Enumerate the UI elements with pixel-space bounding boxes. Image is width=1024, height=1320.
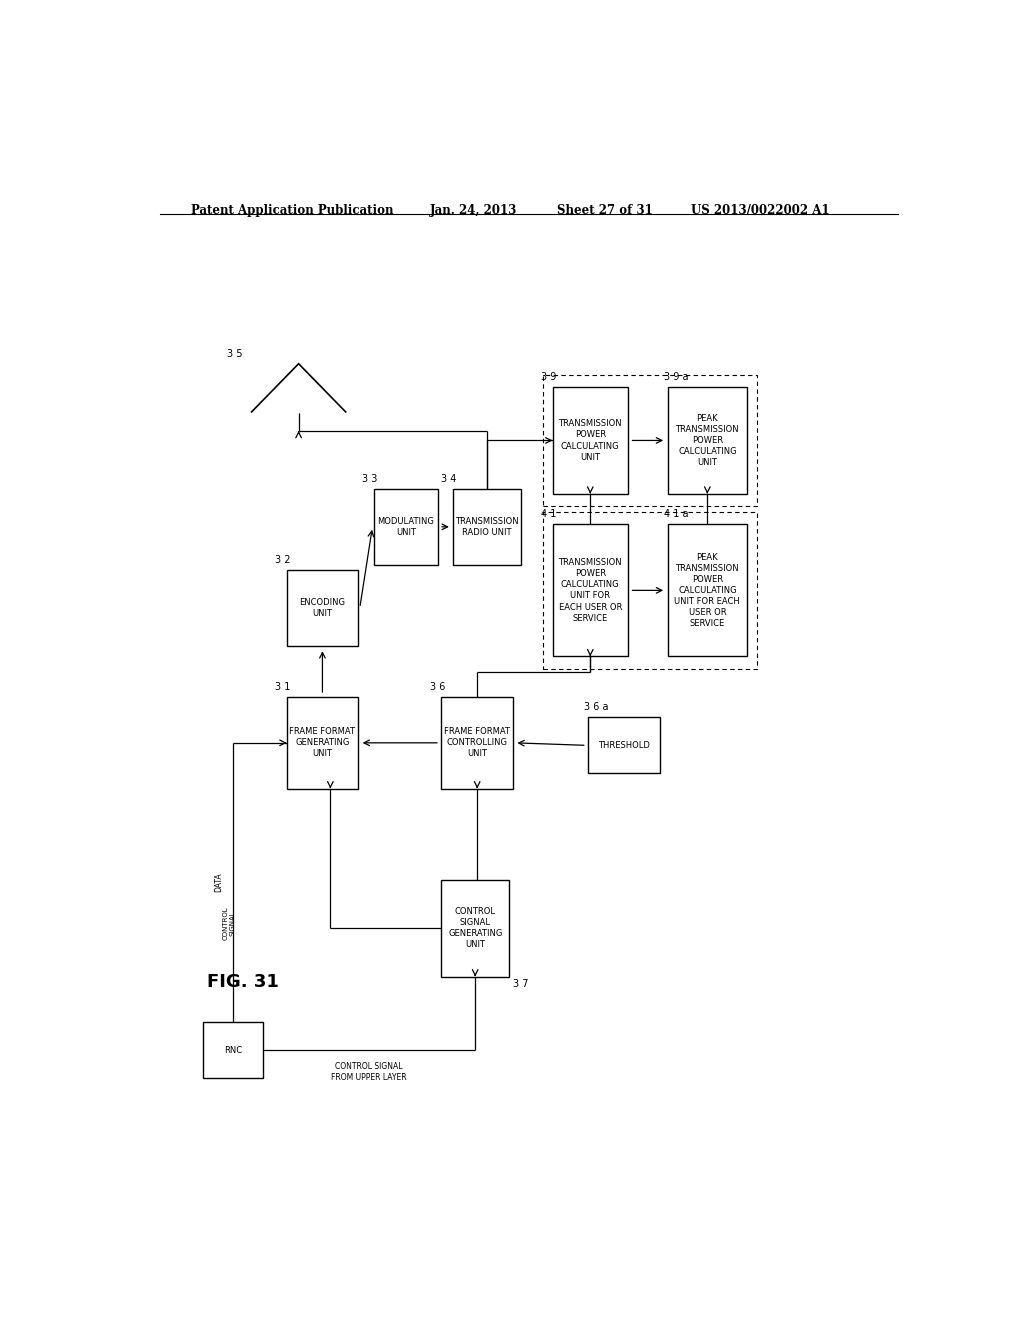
Bar xyxy=(588,718,659,774)
Bar xyxy=(553,387,628,494)
Text: TRANSMISSION
POWER
CALCULATING
UNIT: TRANSMISSION POWER CALCULATING UNIT xyxy=(558,420,623,462)
Text: 3 7: 3 7 xyxy=(513,979,528,989)
Bar xyxy=(287,570,358,647)
Bar xyxy=(668,387,748,494)
Bar xyxy=(454,488,521,565)
Text: DATA: DATA xyxy=(214,873,223,892)
Bar xyxy=(374,488,437,565)
Text: 3 3: 3 3 xyxy=(362,474,378,483)
Text: FRAME FORMAT
GENERATING
UNIT: FRAME FORMAT GENERATING UNIT xyxy=(290,727,355,759)
Text: 3 4: 3 4 xyxy=(441,474,457,483)
Text: CONTROL SIGNAL
FROM UPPER LAYER: CONTROL SIGNAL FROM UPPER LAYER xyxy=(331,1063,407,1082)
Text: 3 6 a: 3 6 a xyxy=(585,702,609,713)
Text: MODULATING
UNIT: MODULATING UNIT xyxy=(377,517,434,537)
Text: 3 6: 3 6 xyxy=(430,682,445,692)
Text: THRESHOLD: THRESHOLD xyxy=(598,741,650,750)
Bar xyxy=(287,697,358,788)
Bar xyxy=(204,1022,263,1078)
Text: Jan. 24, 2013: Jan. 24, 2013 xyxy=(430,205,517,216)
Text: CONTROL
SIGNAL: CONTROL SIGNAL xyxy=(222,907,236,940)
Text: US 2013/0022002 A1: US 2013/0022002 A1 xyxy=(691,205,830,216)
Text: 3 5: 3 5 xyxy=(227,348,243,359)
Text: PEAK
TRANSMISSION
POWER
CALCULATING
UNIT: PEAK TRANSMISSION POWER CALCULATING UNIT xyxy=(676,413,739,467)
Text: ENCODING
UNIT: ENCODING UNIT xyxy=(299,598,345,618)
Text: 3 9 a: 3 9 a xyxy=(664,372,688,381)
Bar xyxy=(441,880,509,977)
Text: TRANSMISSION
RADIO UNIT: TRANSMISSION RADIO UNIT xyxy=(456,517,519,537)
Text: 3 9: 3 9 xyxy=(541,372,556,381)
Text: 3 2: 3 2 xyxy=(274,554,291,565)
Text: FRAME FORMAT
CONTROLLING
UNIT: FRAME FORMAT CONTROLLING UNIT xyxy=(444,727,510,759)
Text: Patent Application Publication: Patent Application Publication xyxy=(191,205,394,216)
Text: 4 1: 4 1 xyxy=(541,510,556,519)
Bar xyxy=(441,697,513,788)
Bar xyxy=(543,512,757,669)
Text: TRANSMISSION
POWER
CALCULATING
UNIT FOR
EACH USER OR
SERVICE: TRANSMISSION POWER CALCULATING UNIT FOR … xyxy=(558,558,623,623)
Text: RNC: RNC xyxy=(224,1045,243,1055)
Text: 4 1 a: 4 1 a xyxy=(664,510,688,519)
Text: 3 1: 3 1 xyxy=(274,682,290,692)
Bar xyxy=(553,524,628,656)
Text: FIG. 31: FIG. 31 xyxy=(207,973,280,991)
Text: Sheet 27 of 31: Sheet 27 of 31 xyxy=(557,205,652,216)
Bar xyxy=(668,524,748,656)
Text: CONTROL
SIGNAL
GENERATING
UNIT: CONTROL SIGNAL GENERATING UNIT xyxy=(449,907,503,949)
Bar xyxy=(543,375,757,506)
Text: PEAK
TRANSMISSION
POWER
CALCULATING
UNIT FOR EACH
USER OR
SERVICE: PEAK TRANSMISSION POWER CALCULATING UNIT… xyxy=(675,553,740,628)
